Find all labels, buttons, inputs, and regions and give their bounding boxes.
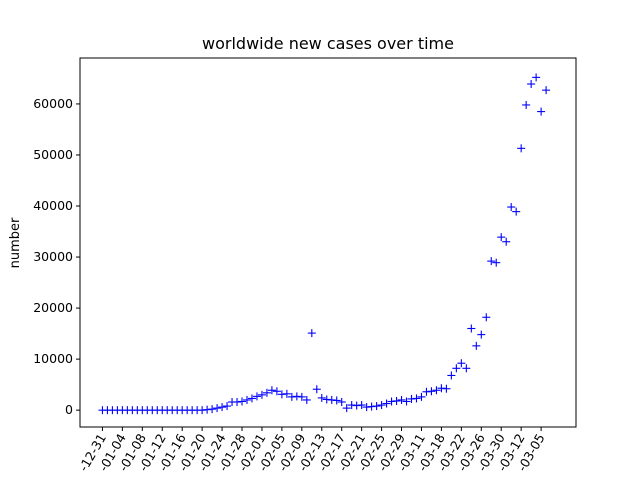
data-point — [527, 80, 536, 89]
data-point — [317, 393, 326, 402]
data-point — [427, 387, 436, 396]
data-point — [307, 329, 316, 338]
data-point — [542, 86, 551, 95]
data-point — [482, 313, 491, 322]
data-point — [402, 397, 411, 406]
data-point — [442, 384, 451, 393]
data-point — [487, 257, 496, 266]
data-point — [417, 392, 426, 401]
data-point — [397, 395, 406, 404]
data-point — [412, 394, 421, 403]
data-point — [282, 389, 291, 398]
data-point — [262, 388, 271, 397]
data-point — [272, 387, 281, 396]
data-point — [342, 404, 351, 413]
data-point — [522, 100, 531, 109]
data-point — [357, 401, 366, 410]
data-point — [457, 359, 466, 368]
data-point — [477, 330, 486, 339]
data-point — [252, 392, 261, 401]
y-tick-label: 50000 — [33, 147, 73, 162]
data-point — [467, 324, 476, 333]
data-point — [223, 402, 232, 411]
data-point — [247, 394, 256, 403]
data-point — [257, 390, 266, 399]
y-tick-label: 10000 — [33, 351, 73, 366]
data-point — [297, 392, 306, 401]
data-point — [213, 404, 222, 413]
data-point — [447, 371, 456, 380]
data-point — [392, 396, 401, 405]
data-point — [267, 386, 276, 395]
data-point — [302, 395, 311, 404]
data-point — [462, 364, 471, 373]
data-point — [382, 399, 391, 408]
data-point — [208, 405, 217, 414]
data-point — [312, 385, 321, 394]
y-tick-label: 20000 — [33, 300, 73, 315]
data-point — [507, 203, 516, 212]
data-point — [497, 233, 506, 242]
data-point — [218, 403, 227, 412]
y-tick-label: 0 — [65, 402, 73, 417]
data-point — [532, 73, 541, 82]
y-tick-label: 40000 — [33, 198, 73, 213]
axes-frame — [79, 57, 577, 428]
y-tick-label: 30000 — [33, 249, 73, 264]
data-point — [238, 397, 247, 406]
chart-title: worldwide new cases over time — [202, 34, 454, 53]
data-point — [332, 396, 341, 405]
data-point — [492, 258, 501, 267]
y-tick-label: 60000 — [33, 96, 73, 111]
data-point — [452, 364, 461, 373]
data-point — [502, 237, 511, 246]
data-point — [537, 107, 546, 116]
data-point — [472, 341, 481, 350]
data-point — [372, 402, 381, 411]
data-point — [512, 207, 521, 216]
data-point — [242, 395, 251, 404]
data-point — [377, 401, 386, 410]
y-axis-label: number — [8, 217, 23, 268]
data-point — [517, 144, 526, 153]
data-point — [432, 386, 441, 395]
data-point — [337, 397, 346, 406]
